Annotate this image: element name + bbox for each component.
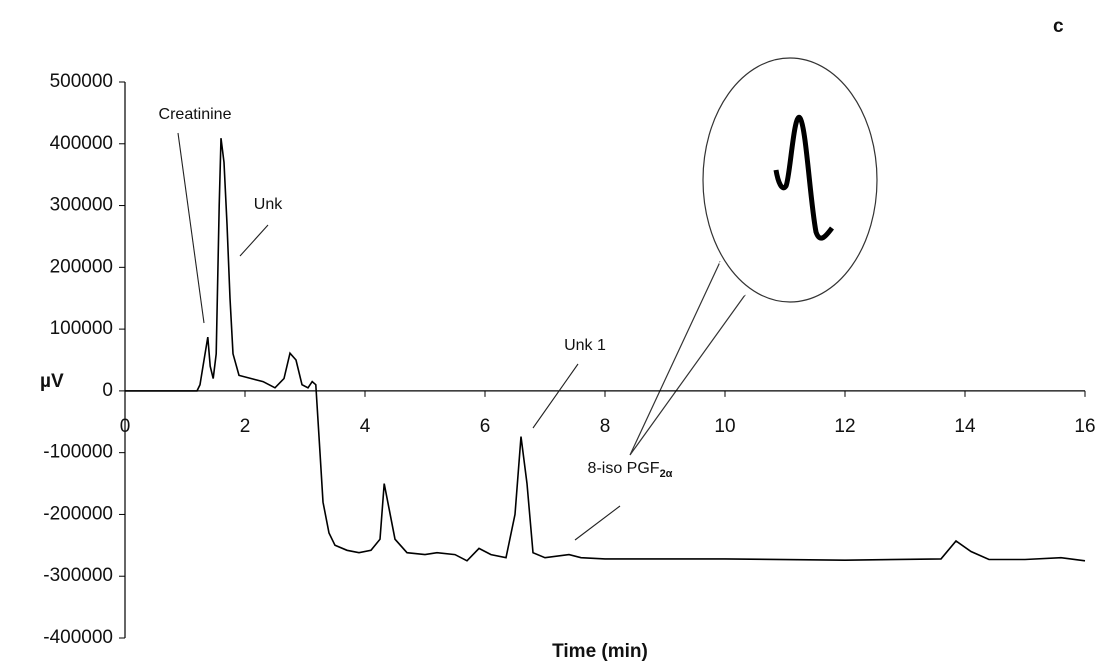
x-tick-label: 12 xyxy=(834,416,855,437)
y-tick-label: 100000 xyxy=(50,318,113,339)
y-axis-label: µV xyxy=(40,371,64,392)
annotation-text: 8-iso PGF xyxy=(588,460,660,477)
annotation-subscript: 2α xyxy=(660,468,673,480)
y-tick-label: -400000 xyxy=(43,627,113,648)
annotation-text: Creatinine xyxy=(159,106,232,123)
y-tick-label: -100000 xyxy=(43,442,113,463)
annotation-leader xyxy=(178,133,204,323)
x-tick-label: 14 xyxy=(954,416,976,437)
annotation: 8-iso PGF2α xyxy=(588,460,673,480)
x-tick-label: 16 xyxy=(1074,416,1095,437)
x-tick-label: 8 xyxy=(600,416,611,437)
y-tick-label: -200000 xyxy=(43,503,113,524)
annotation: Creatinine xyxy=(159,106,232,123)
x-tick-label: 0 xyxy=(120,416,131,437)
y-tick-label: 500000 xyxy=(50,71,113,92)
y-tick-label: 0 xyxy=(102,380,113,401)
annotation-leader xyxy=(533,364,578,428)
zoom-inset xyxy=(630,58,877,455)
y-tick-label: 400000 xyxy=(50,133,113,154)
x-tick-label: 4 xyxy=(360,416,371,437)
annotation: Unk xyxy=(254,196,283,213)
chart: c µV Time (min) -400000 -300000 -200000 -10… xyxy=(0,0,1104,664)
annotation-text: Unk xyxy=(254,196,283,213)
x-tick-label: 6 xyxy=(480,416,491,437)
x-tick-label: 10 xyxy=(714,416,735,437)
annotation: Unk 1 xyxy=(564,337,606,354)
annotation-leader xyxy=(240,225,268,256)
x-axis-label: Time (min) xyxy=(552,641,648,662)
panel-label: c xyxy=(1053,16,1064,37)
y-tick-label: -300000 xyxy=(43,565,113,586)
y-tick-label: 300000 xyxy=(50,195,113,216)
annotation-text: Unk 1 xyxy=(564,337,606,354)
annotation-leader xyxy=(575,506,620,540)
y-tick-label: 200000 xyxy=(50,256,113,277)
x-tick-label: 2 xyxy=(240,416,251,437)
